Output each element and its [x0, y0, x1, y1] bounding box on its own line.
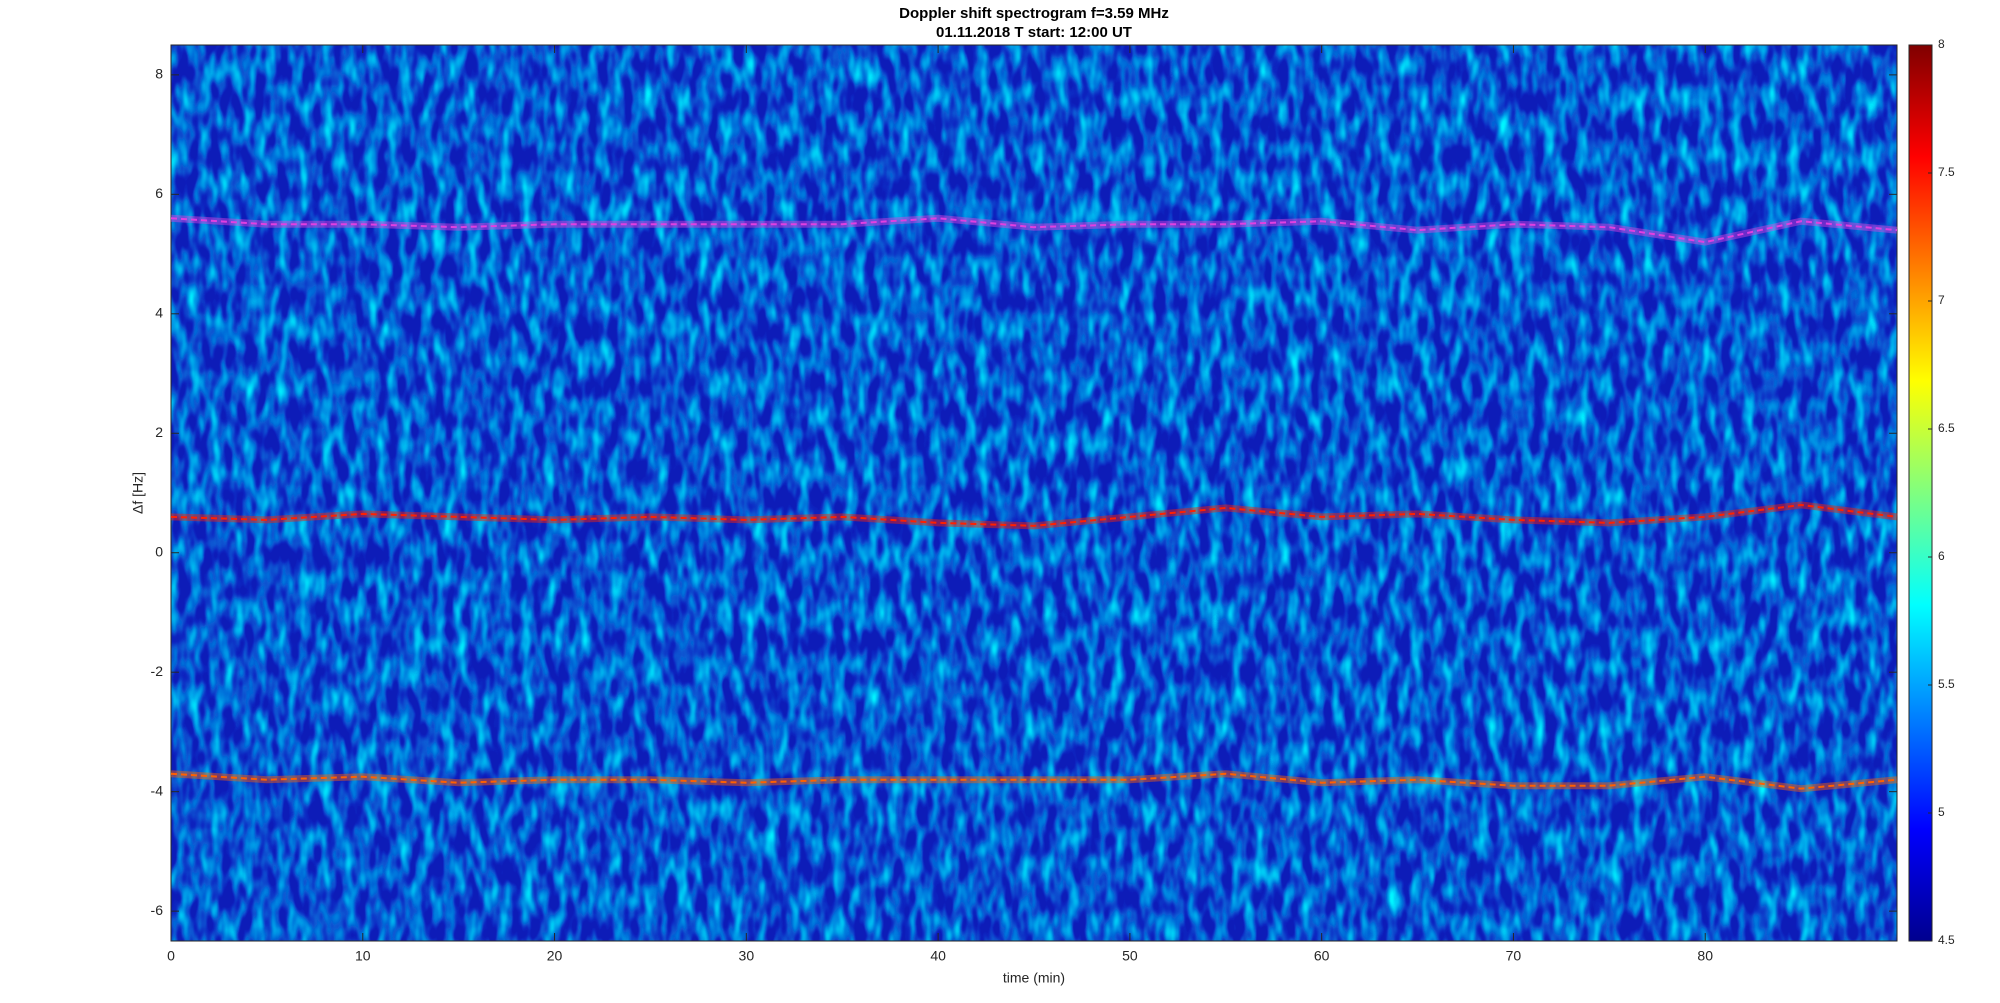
x-tick-label: 60 — [1314, 948, 1330, 964]
colorbar-tick-label: 5.5 — [1938, 677, 1955, 691]
x-tick-label: 50 — [1122, 948, 1138, 964]
colorbar-tick-label: 6.5 — [1938, 421, 1955, 435]
plot-frame — [170, 44, 1898, 942]
x-tick-label: 70 — [1506, 948, 1522, 964]
trace-line — [170, 503, 1898, 527]
trace-line — [170, 217, 1898, 244]
colorbar-tick-label: 7 — [1938, 293, 1945, 307]
x-tick-label: 20 — [547, 948, 563, 964]
colorbar-tick-label: 7.5 — [1938, 165, 1955, 179]
y-tick-label: 8 — [155, 66, 163, 82]
x-tick-label: 10 — [355, 948, 371, 964]
x-tick-label: 0 — [167, 948, 175, 964]
colorbar-tick-label: 5 — [1938, 805, 1945, 819]
colorbar-tick-label: 6 — [1938, 549, 1945, 563]
chart-subtitle: 01.11.2018 T start: 12:00 UT — [936, 24, 1132, 41]
y-tick-label: -4 — [151, 782, 164, 798]
colorbar-tick-label: 8 — [1938, 37, 1945, 51]
x-tick-label: 40 — [930, 948, 946, 964]
y-tick-label: -6 — [151, 902, 164, 918]
x-axis-label: time (min) — [1003, 970, 1065, 986]
y-tick-label: 4 — [155, 305, 163, 321]
colorbar-tick-label: 4.5 — [1938, 933, 1955, 947]
y-tick-label: -2 — [151, 663, 164, 679]
chart-title: Doppler shift spectrogram f=3.59 MHz — [899, 5, 1169, 22]
y-tick-label: 2 — [155, 424, 163, 440]
colorbar — [1908, 44, 1933, 942]
y-tick-label: 6 — [155, 185, 163, 201]
y-axis-label: Δf [Hz] — [130, 472, 146, 514]
y-tick-label: 0 — [155, 543, 163, 559]
x-tick-label: 30 — [739, 948, 755, 964]
x-tick-label: 80 — [1697, 948, 1713, 964]
trace-line — [170, 772, 1898, 790]
spectrogram-field — [171, 45, 1897, 941]
